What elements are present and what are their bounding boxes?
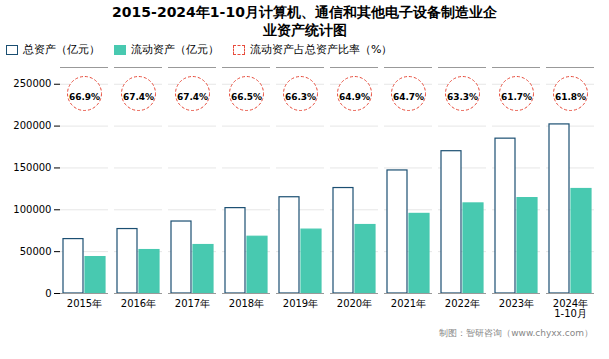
svg-text:2017年: 2017年 (175, 298, 210, 309)
svg-text:63.3%: 63.3% (447, 92, 478, 102)
svg-text:66.5%: 66.5% (231, 92, 262, 102)
svg-text:200000: 200000 (13, 121, 51, 132)
svg-text:67.4%: 67.4% (177, 92, 208, 102)
svg-text:0: 0 (45, 288, 51, 299)
svg-text:150000: 150000 (13, 163, 51, 174)
svg-text:64.9%: 64.9% (339, 92, 370, 102)
svg-text:2015年: 2015年 (67, 298, 102, 309)
svg-text:100000: 100000 (13, 204, 51, 215)
svg-text:2021年: 2021年 (391, 298, 426, 309)
svg-text:61.7%: 61.7% (501, 92, 532, 102)
html-text:2015-2024年1-10月计算机、通信和其他电子设备制造: 2015-2024年1-10月计算机、通信和其他电子设备制造业企 业资产统计图 (112, 4, 497, 39)
svg-text:66.9%: 66.9% (69, 92, 100, 102)
svg-text:67.4%: 67.4% (123, 92, 154, 102)
svg-text:61.8%: 61.8% (555, 92, 586, 102)
html-text:流动资产占总资产比率（%）: 流动资产占总资产比率（%） (250, 43, 393, 57)
svg-text:2016年: 2016年 (121, 298, 156, 309)
svg-text:2020年: 2020年 (337, 298, 372, 309)
svg-text:2018年: 2018年 (229, 298, 264, 309)
html-text:总资产（亿元）: 总资产（亿元） (23, 43, 100, 57)
svg-text:250000: 250000 (13, 79, 51, 90)
svg-text:2022年: 2022年 (445, 298, 480, 309)
svg-text:2023年: 2023年 (499, 298, 534, 309)
svg-text:64.7%: 64.7% (393, 92, 424, 102)
svg-text:66.3%: 66.3% (285, 92, 316, 102)
html-text:制图：智研咨询（www.chyxx.com）: 制图：智研咨询（www.chyxx.com） (439, 328, 593, 339)
svg-text:2019年: 2019年 (283, 298, 318, 309)
svg-text:2024年1-10月: 2024年1-10月 (553, 298, 588, 319)
html-text:流动资产（亿元）: 流动资产（亿元） (131, 43, 219, 57)
svg-text:50000: 50000 (20, 246, 52, 257)
